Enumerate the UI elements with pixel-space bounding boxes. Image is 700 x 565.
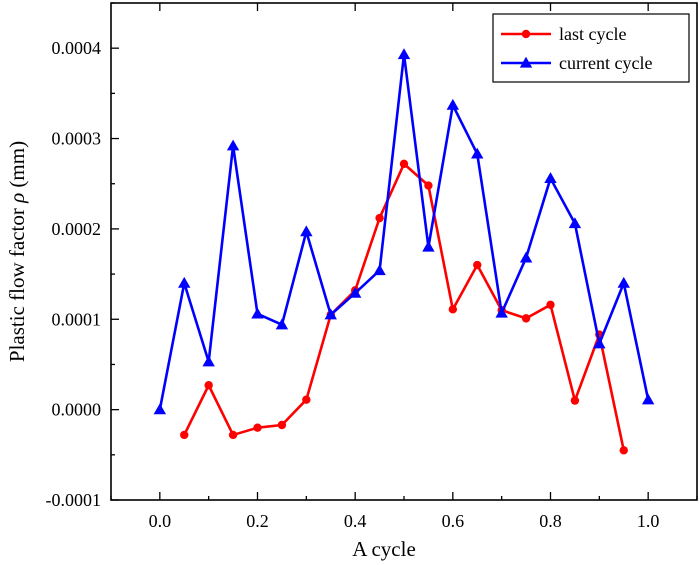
data-point (448, 305, 458, 314)
y-tick-label: 0.0000 (52, 400, 102, 420)
x-tick-label: 0.4 (344, 511, 367, 531)
data-point (546, 300, 555, 310)
data-point (544, 172, 557, 183)
series-current-cycle (153, 48, 655, 415)
x-tick-label: 1.0 (637, 511, 660, 531)
legend-label: current cycle (559, 53, 652, 73)
x-tick-label: 0.6 (442, 511, 465, 531)
data-point (180, 430, 189, 440)
legend-item: current cycle (501, 53, 652, 73)
data-point (473, 260, 482, 270)
x-tick-label: 0.0 (149, 511, 172, 531)
data-point (204, 381, 213, 390)
data-point (617, 276, 630, 288)
legend-label: last cycle (559, 24, 626, 44)
y-tick-label: 0.0004 (52, 38, 102, 58)
data-point (228, 430, 238, 440)
data-point (302, 395, 311, 404)
legend-item: last cycle (501, 24, 626, 44)
data-point (253, 423, 262, 432)
data-point (519, 251, 533, 263)
y-axis-title-symbol: ρ (5, 193, 29, 204)
y-tick-label: 0.0003 (52, 129, 102, 149)
series-layer (153, 48, 655, 455)
y-axis-title: Plastic flow factor ρ (mm) (5, 141, 29, 362)
data-point (570, 396, 580, 405)
data-point (619, 446, 628, 455)
legend: last cycle current cycle (492, 13, 690, 83)
data-point (424, 181, 433, 190)
data-point (568, 217, 582, 229)
data-point (399, 159, 409, 169)
y-tick-label: 0.0001 (52, 309, 102, 329)
data-point (446, 98, 460, 110)
data-point (277, 420, 287, 430)
data-point (153, 403, 167, 415)
data-point (226, 139, 240, 151)
data-point (202, 355, 215, 367)
y-tick-label: 0.0002 (52, 219, 102, 239)
data-point (275, 318, 289, 330)
x-axis-title: A cycle (352, 537, 416, 561)
legend-marker (519, 56, 533, 68)
series-line (183, 162, 626, 451)
data-point (521, 314, 531, 323)
y-axis-title-suffix: (mm) (5, 141, 29, 193)
x-tick-label: 0.2 (246, 511, 269, 531)
data-point (397, 48, 411, 60)
data-point (178, 276, 191, 288)
data-point (373, 264, 386, 276)
data-point (300, 225, 313, 237)
data-point (251, 307, 264, 319)
series-last-cycle (180, 159, 628, 455)
data-point (495, 306, 508, 318)
data-point (375, 213, 384, 223)
data-point (422, 240, 435, 252)
data-point (471, 147, 484, 159)
x-tick-label: 0.8 (539, 511, 562, 531)
legend-marker (521, 29, 531, 39)
data-point (324, 308, 337, 320)
y-axis-title-prefix: Plastic flow factor (5, 203, 29, 362)
data-point (348, 286, 362, 298)
data-point (593, 337, 606, 349)
data-point (641, 393, 655, 405)
series-line (158, 53, 650, 410)
axes: 0.0 0.2 0.4 0.6 0.8 1.0 -0.0001 0.0000 0.0001 0.0… (5, 2, 698, 561)
y-tick-label: -0.0001 (46, 490, 102, 510)
legend-box (492, 13, 690, 83)
